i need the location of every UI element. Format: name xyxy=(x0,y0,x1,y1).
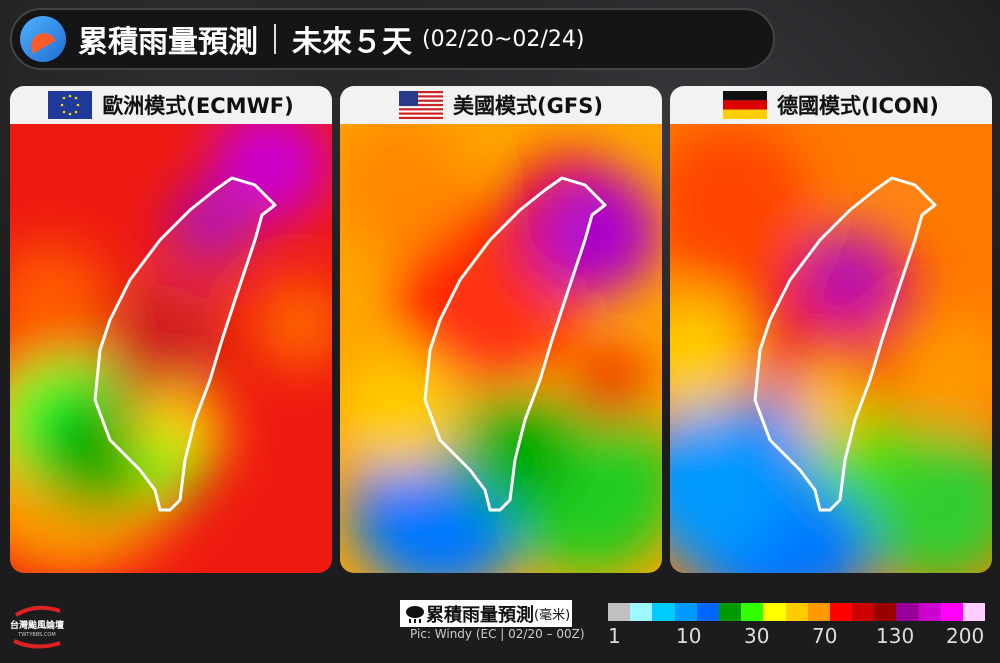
page-subtitle: 未來５天 xyxy=(292,25,412,60)
title-bar: 累積雨量預測 未來５天 (02/20~02/24) xyxy=(10,8,775,70)
panel-icon: 德國模式(ICON) xyxy=(670,86,992,573)
taiwan-outline xyxy=(423,176,607,512)
rainfall-map-ecmwf xyxy=(10,124,332,573)
rainfall-region xyxy=(790,364,870,444)
panel-label: 歐洲模式(ECMWF) xyxy=(102,94,294,118)
tick-label: 1 xyxy=(608,624,621,648)
rainfall-region xyxy=(890,314,992,434)
color-swatch xyxy=(741,603,764,621)
eu-flag-icon xyxy=(48,91,93,119)
brand-logo: 台灣颱風論壇 TWTYBBS.COM xyxy=(10,605,64,649)
rainfall-region xyxy=(540,174,660,294)
taiwan-outline xyxy=(753,176,937,512)
brand-site: TWTYBBS.COM xyxy=(17,632,55,638)
color-swatch xyxy=(963,603,986,621)
color-swatch xyxy=(608,603,631,621)
rainfall-region xyxy=(255,279,332,369)
tick-label: 70 xyxy=(812,624,838,648)
germany-flag-icon xyxy=(723,91,768,119)
color-swatch xyxy=(852,603,875,621)
color-swatch xyxy=(696,603,719,621)
us-flag-icon xyxy=(399,91,444,119)
rainfall-region xyxy=(10,244,110,364)
legend-title-text: 累積雨量預測 xyxy=(426,604,534,626)
color-swatch xyxy=(674,603,697,621)
color-swatch xyxy=(896,603,919,621)
panel-label: 美國模式(GFS) xyxy=(453,94,603,118)
color-swatch xyxy=(718,603,742,621)
panel-label: 德國模式(ICON) xyxy=(777,94,939,118)
rainfall-region xyxy=(40,394,160,514)
legend-title: 累積雨量預測 (毫米) xyxy=(400,600,572,627)
rainfall-region xyxy=(170,184,250,264)
tick-label: 10 xyxy=(676,624,702,648)
divider xyxy=(274,24,276,54)
color-swatch xyxy=(630,603,653,621)
rainfall-region xyxy=(570,344,650,424)
color-swatch xyxy=(829,603,853,621)
taiwan-outline xyxy=(93,176,277,512)
page-title: 累積雨量預測 xyxy=(78,25,258,60)
image-credit: Pic: Windy (EC | 02/20 – 00Z) xyxy=(410,627,585,641)
rainfall-region xyxy=(100,284,220,404)
color-swatch xyxy=(940,603,963,621)
rainfall-map-gfs xyxy=(340,124,662,573)
rain-umbrella-icon xyxy=(20,16,66,62)
brand-name: 台灣颱風論壇 xyxy=(10,619,64,631)
color-swatch xyxy=(874,603,897,621)
legend-unit: (毫米) xyxy=(534,608,571,623)
rainfall-region xyxy=(340,124,470,254)
color-swatch xyxy=(785,603,808,621)
tick-label: 200 xyxy=(946,624,985,648)
tick-label: 130 xyxy=(876,624,915,648)
panel-ecmwf: 歐洲模式(ECMWF) xyxy=(10,86,332,573)
date-range: (02/20~02/24) xyxy=(422,26,585,52)
rainfall-region xyxy=(670,404,790,564)
tick-label: 30 xyxy=(744,624,770,648)
rainfall-region xyxy=(340,354,460,474)
color-scale-bar xyxy=(608,603,986,621)
rainfall-map-icon xyxy=(670,124,992,573)
panel-gfs: 美國模式(GFS) xyxy=(340,86,662,573)
color-swatch xyxy=(763,603,786,621)
rainfall-region xyxy=(670,294,750,414)
rainfall-region xyxy=(805,229,895,319)
color-swatch xyxy=(807,603,830,621)
color-swatch xyxy=(918,603,941,621)
rainfall-region xyxy=(670,124,810,284)
rain-cloud-icon xyxy=(406,605,424,623)
color-swatch xyxy=(652,603,675,621)
